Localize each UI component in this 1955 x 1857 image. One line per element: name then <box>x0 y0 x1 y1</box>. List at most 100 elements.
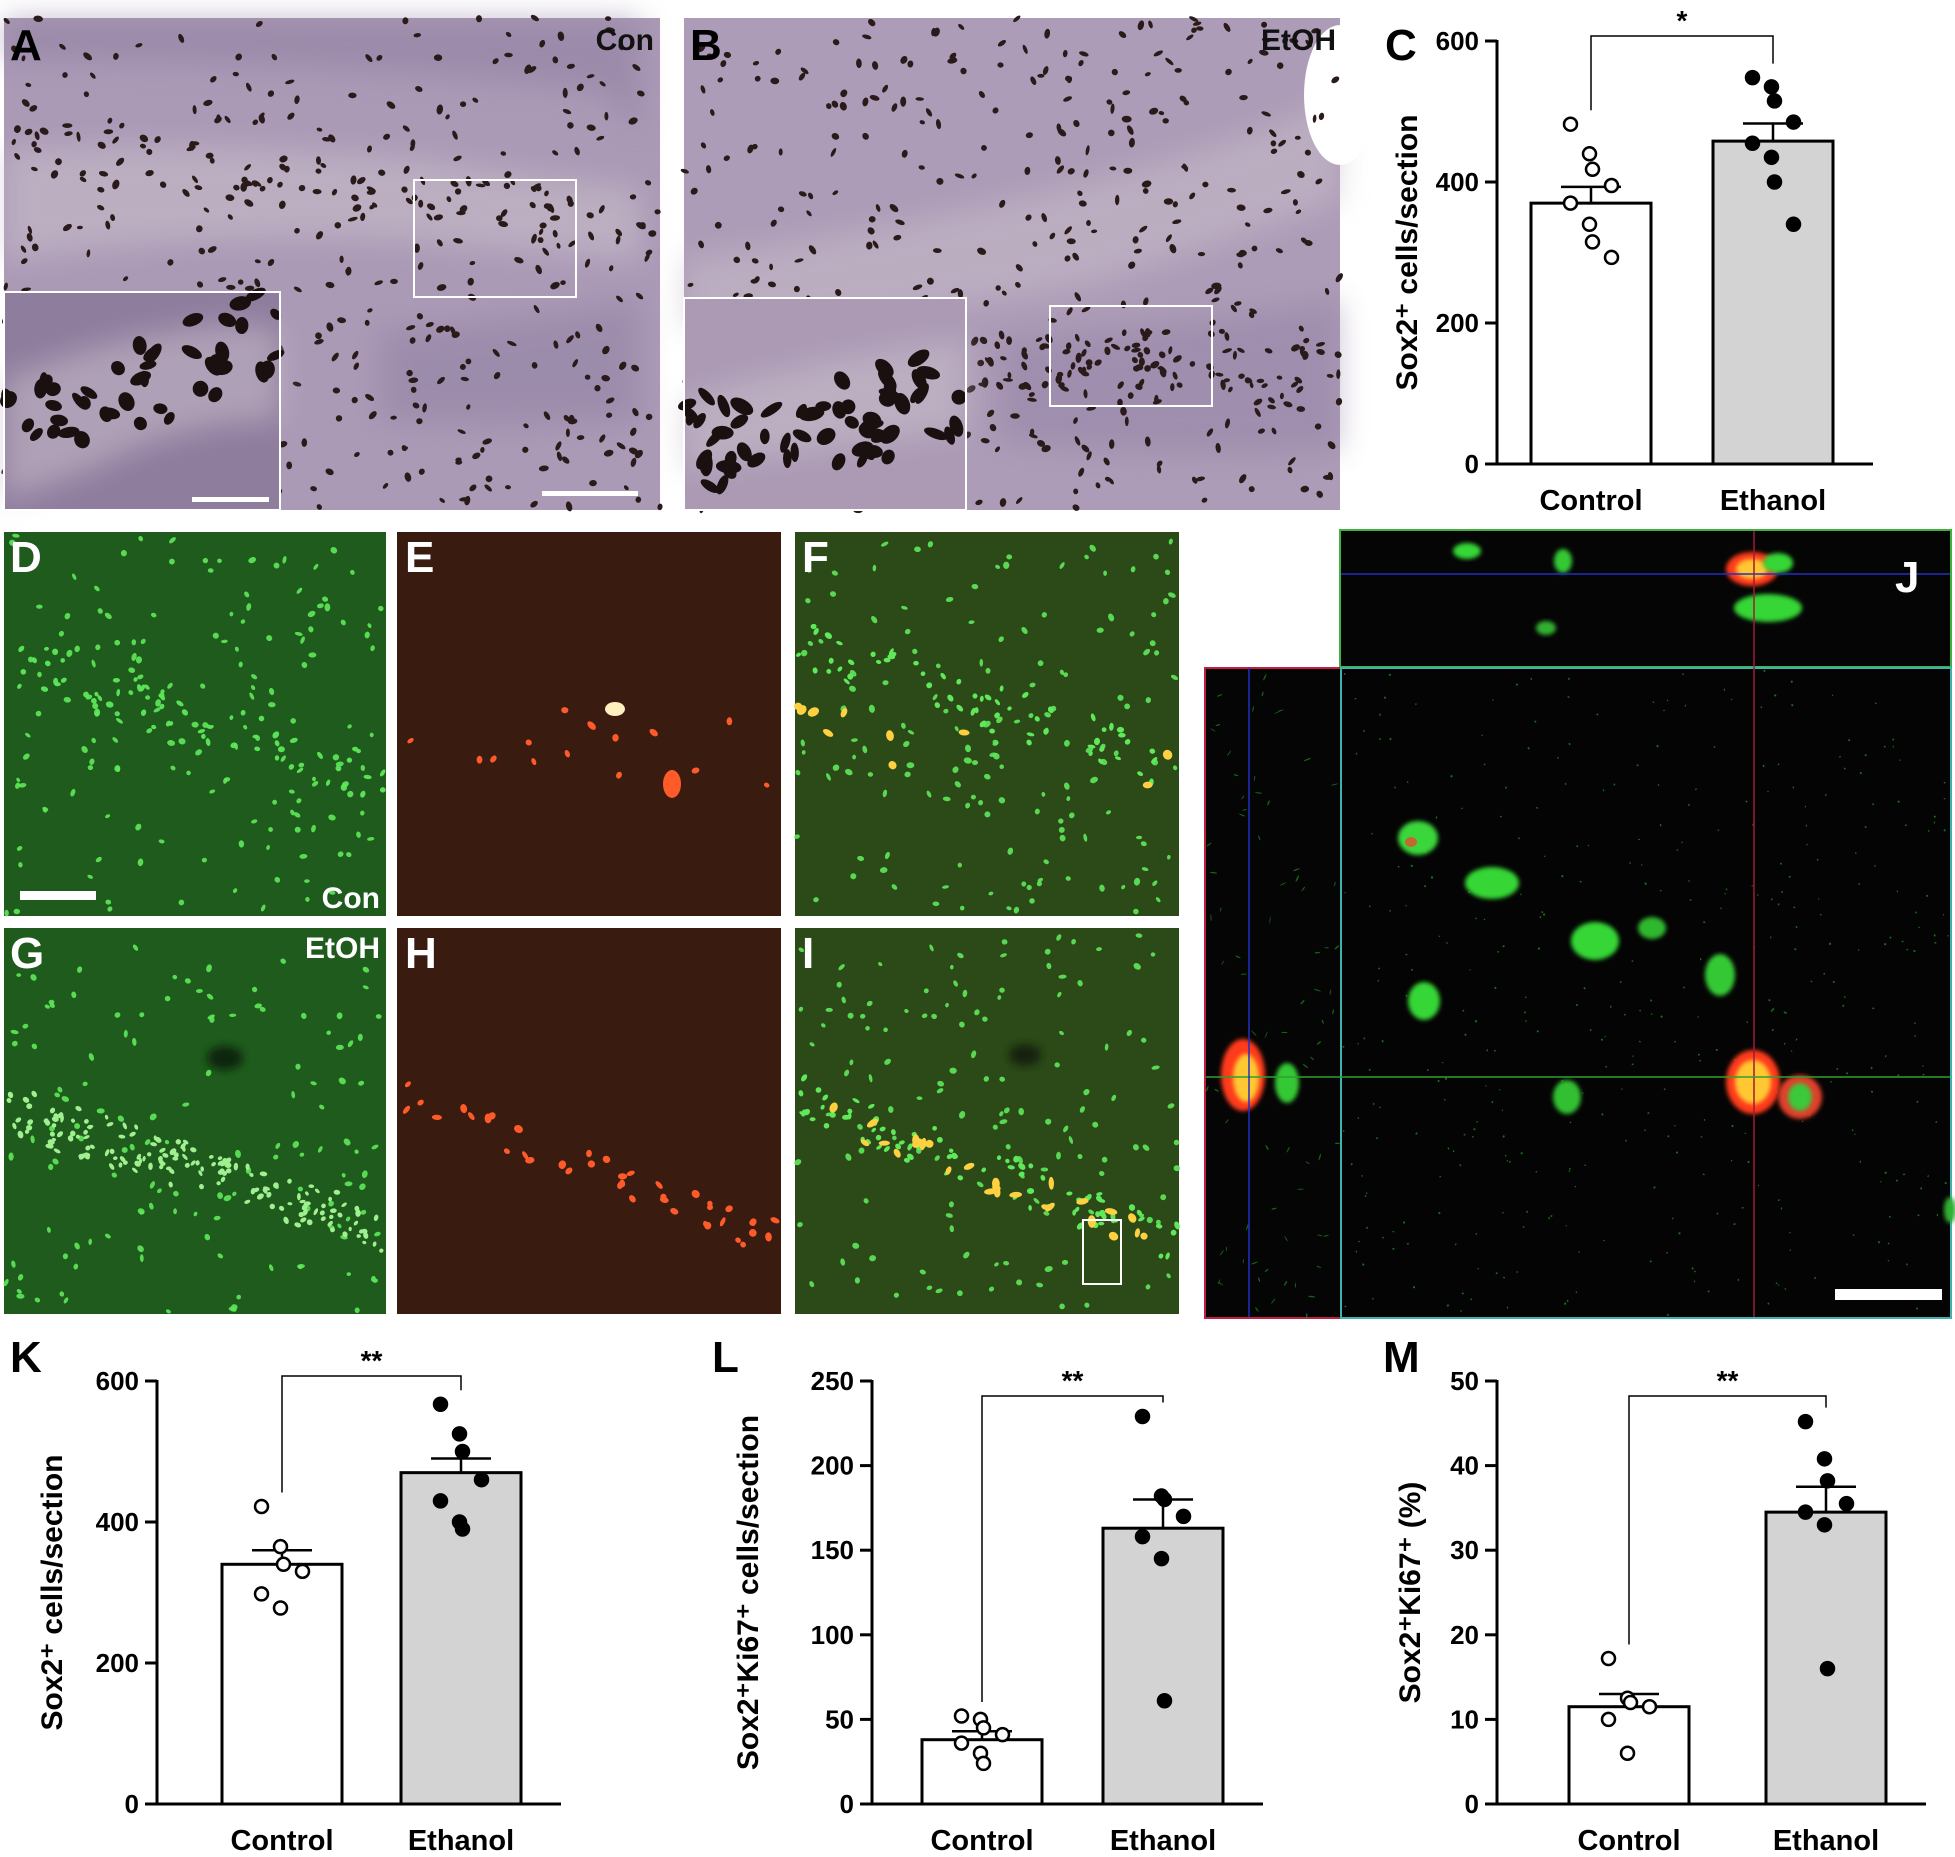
panel-d-sox2-nucleus <box>346 757 353 763</box>
panel-b-nucleus <box>1084 340 1091 348</box>
panel-b-inset-nucleus <box>910 387 923 404</box>
panel-a-nucleus <box>31 141 37 148</box>
panel-h-ki67-nucleus <box>617 1173 628 1180</box>
panel-j-speckle <box>1483 763 1486 766</box>
panel-i-sox2-nucleus <box>1166 1273 1171 1279</box>
panel-a-nucleus <box>225 194 235 201</box>
panel-g-sox2-nucleus <box>30 1135 35 1144</box>
panel-j-speckle <box>1355 752 1358 755</box>
panel-a-nucleus <box>405 197 413 205</box>
panel-j-speckle <box>1823 972 1826 975</box>
panel-i-sox2-nucleus <box>1095 1211 1101 1218</box>
panel-a-nucleus <box>325 468 334 476</box>
panel-a-nucleus <box>235 53 243 61</box>
panel-b-nucleus <box>1172 371 1178 380</box>
panel-e-ki67-nucleus <box>561 707 569 714</box>
panel-f-sox2-nucleus <box>979 695 984 702</box>
panel-f-sox2-nucleus <box>1059 834 1066 842</box>
panel-a-inset-nucleus <box>111 360 125 376</box>
panel-a-nucleus <box>566 63 575 69</box>
panel-d-sox2-nucleus <box>133 677 138 682</box>
panel-a-inset-nucleus <box>34 378 48 399</box>
panel-g-sox2-nucleus <box>31 1043 38 1050</box>
panel-j-speckle <box>1329 989 1332 996</box>
panel-a-inset-nucleus <box>21 418 35 433</box>
panel-a-inset-nucleus <box>132 336 147 355</box>
panel-j-speckle <box>1674 1125 1676 1127</box>
panel-f-sox2-nucleus <box>999 685 1004 692</box>
panel-j-speckle <box>1569 1121 1572 1124</box>
data-point <box>454 1443 471 1460</box>
panel-b-nucleus <box>1263 207 1273 214</box>
panel-b-nucleus <box>1327 471 1334 481</box>
panel-j-yz-double-positive-core <box>1233 1054 1259 1102</box>
panel-j-speckle <box>1814 1276 1817 1279</box>
panel-a-nucleus <box>631 364 640 372</box>
panel-f-sox2-nucleus <box>1141 867 1149 872</box>
panel-d-sox2-nucleus <box>250 685 256 691</box>
panel-b-nucleus <box>747 144 754 154</box>
panel-b-nucleus <box>826 103 832 110</box>
data-point <box>272 1600 289 1616</box>
panel-g-sox2-nucleus <box>375 1014 382 1019</box>
panel-b-nucleus <box>1300 237 1308 244</box>
panel-g-sox2-nucleus <box>129 1131 136 1137</box>
panel-j-speckle <box>1369 905 1371 908</box>
panel-b-nucleus <box>999 199 1006 208</box>
panel-f-sox2-nucleus <box>800 739 805 747</box>
data-point <box>1156 1693 1173 1709</box>
panel-i-sox2-nucleus <box>1088 1209 1095 1215</box>
panel-j-speckle <box>1205 1086 1209 1092</box>
panel-b-nucleus <box>1270 140 1277 147</box>
panel-b-nucleus <box>1169 243 1177 254</box>
panel-i-sox2-nucleus <box>893 1292 900 1298</box>
panel-a-inset-nucleus <box>47 424 61 439</box>
panel-j-speckle <box>1388 673 1392 676</box>
panel-b-nucleus <box>1118 31 1127 39</box>
panel-e-ki67-nucleus <box>612 734 619 742</box>
panel-j-speckle <box>1357 1042 1359 1045</box>
panel-a-nucleus <box>364 319 370 326</box>
panel-a-inset-nucleus <box>235 317 249 334</box>
panel-i-sox2-nucleus <box>974 1009 980 1016</box>
panel-j-speckle <box>1666 1251 1668 1254</box>
panel-j-speckle <box>1210 914 1212 922</box>
panel-d-sox2-nucleus <box>221 639 228 644</box>
panel-j-speckle <box>1334 1142 1340 1145</box>
panel-h-ki67-nucleus <box>467 1112 475 1121</box>
panel-b-nucleus <box>1143 347 1151 355</box>
panel-j-speckle <box>1254 775 1256 781</box>
panel-g-sox2-nucleus <box>31 1090 37 1098</box>
panel-d-sox2-nucleus <box>207 568 214 573</box>
panel-j-label: J <box>1895 553 1919 602</box>
panel-b-inset-nucleus <box>717 394 731 418</box>
panel-f-sox2-nucleus <box>794 834 800 839</box>
panel-a-condition: Con <box>596 24 654 57</box>
data-point <box>473 1471 490 1488</box>
panel-i-sox2-nucleus <box>1040 1174 1046 1181</box>
panel-j-speckle <box>1330 783 1339 786</box>
panel-g-sox2-nucleus <box>363 1232 369 1239</box>
panel-d-sox2-nucleus <box>178 738 186 745</box>
panel-j-speckle <box>1625 1139 1627 1142</box>
panel-a-nucleus <box>357 176 366 185</box>
panel-j-speckle <box>1804 805 1807 808</box>
panel-g-sox2-nucleus <box>30 974 37 981</box>
panel-i-sox2-nucleus <box>1005 1144 1011 1150</box>
panel-j-speckle <box>1225 1246 1228 1251</box>
panel-b-nucleus <box>1035 337 1043 342</box>
panel-f-sox2-nucleus <box>1088 751 1093 757</box>
panel-j-speckle <box>1492 699 1494 701</box>
panel-g-sox2-nucleus <box>88 1238 93 1245</box>
panel-d-sox2-nucleus <box>290 718 296 724</box>
panel-f-sox2-nucleus <box>999 764 1004 769</box>
panel-d-sox2-nucleus <box>9 539 16 547</box>
panel-b-inset-nucleus <box>715 460 742 474</box>
panel-a-nucleus <box>630 427 637 436</box>
panel-b-nucleus <box>1205 287 1214 295</box>
panel-b-nucleus <box>831 133 840 140</box>
panel-h-ki67-nucleus <box>484 1113 492 1124</box>
panel-j-speckle <box>1832 981 1835 983</box>
panel-a-nucleus <box>167 259 174 266</box>
data-point <box>1600 1650 1617 1667</box>
